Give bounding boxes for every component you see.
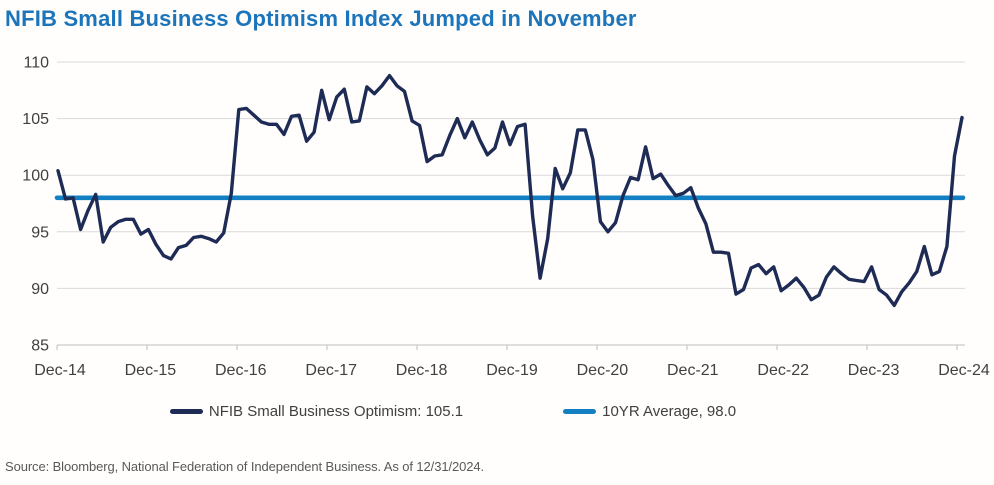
y-axis-label-95: 95 xyxy=(31,224,49,241)
x-axis-label-Dec-18: Dec-18 xyxy=(396,362,448,379)
x-axis-label-Dec-21: Dec-21 xyxy=(667,362,719,379)
y-axis-label-90: 90 xyxy=(31,281,49,298)
legend-swatch-average-line xyxy=(563,409,597,414)
legend-label-average: 10YR Average, 98.0 xyxy=(602,403,737,420)
x-axis-label-Dec-20: Dec-20 xyxy=(577,362,629,379)
y-axis-label-100: 100 xyxy=(22,168,49,185)
y-axis-label-110: 110 xyxy=(23,55,49,72)
x-axis-label-Dec-17: Dec-17 xyxy=(305,362,357,379)
source-note: Source: Bloomberg, National Federation o… xyxy=(5,459,485,474)
legend-label-optimism: NFIB Small Business Optimism: 105.1 xyxy=(208,403,464,420)
y-axis-label-105: 105 xyxy=(22,111,49,128)
x-axis-label-Dec-24: Dec-24 xyxy=(938,362,990,379)
x-axis-label-Dec-16: Dec-16 xyxy=(215,362,267,379)
optimism-series-line xyxy=(56,73,964,308)
legend-item-average: 10YR Average, 98.0 xyxy=(563,403,736,420)
y-axis-label-85: 85 xyxy=(31,338,49,355)
x-axis-label-Dec-14: Dec-14 xyxy=(34,362,86,379)
legend-swatch-optimism-line xyxy=(169,409,203,414)
x-axis-label-Dec-19: Dec-19 xyxy=(486,362,538,379)
x-axis-label-Dec-15: Dec-15 xyxy=(125,362,177,379)
x-axis-label-Dec-23: Dec-23 xyxy=(848,362,900,379)
x-axis-label-Dec-22: Dec-22 xyxy=(757,362,809,379)
chart-title: NFIB Small Business Optimism Index Jumpe… xyxy=(5,6,637,31)
chart-legend: NFIB Small Business Optimism: 105.1 10YR… xyxy=(0,403,950,420)
legend-item-optimism: NFIB Small Business Optimism: 105.1 xyxy=(169,403,464,420)
